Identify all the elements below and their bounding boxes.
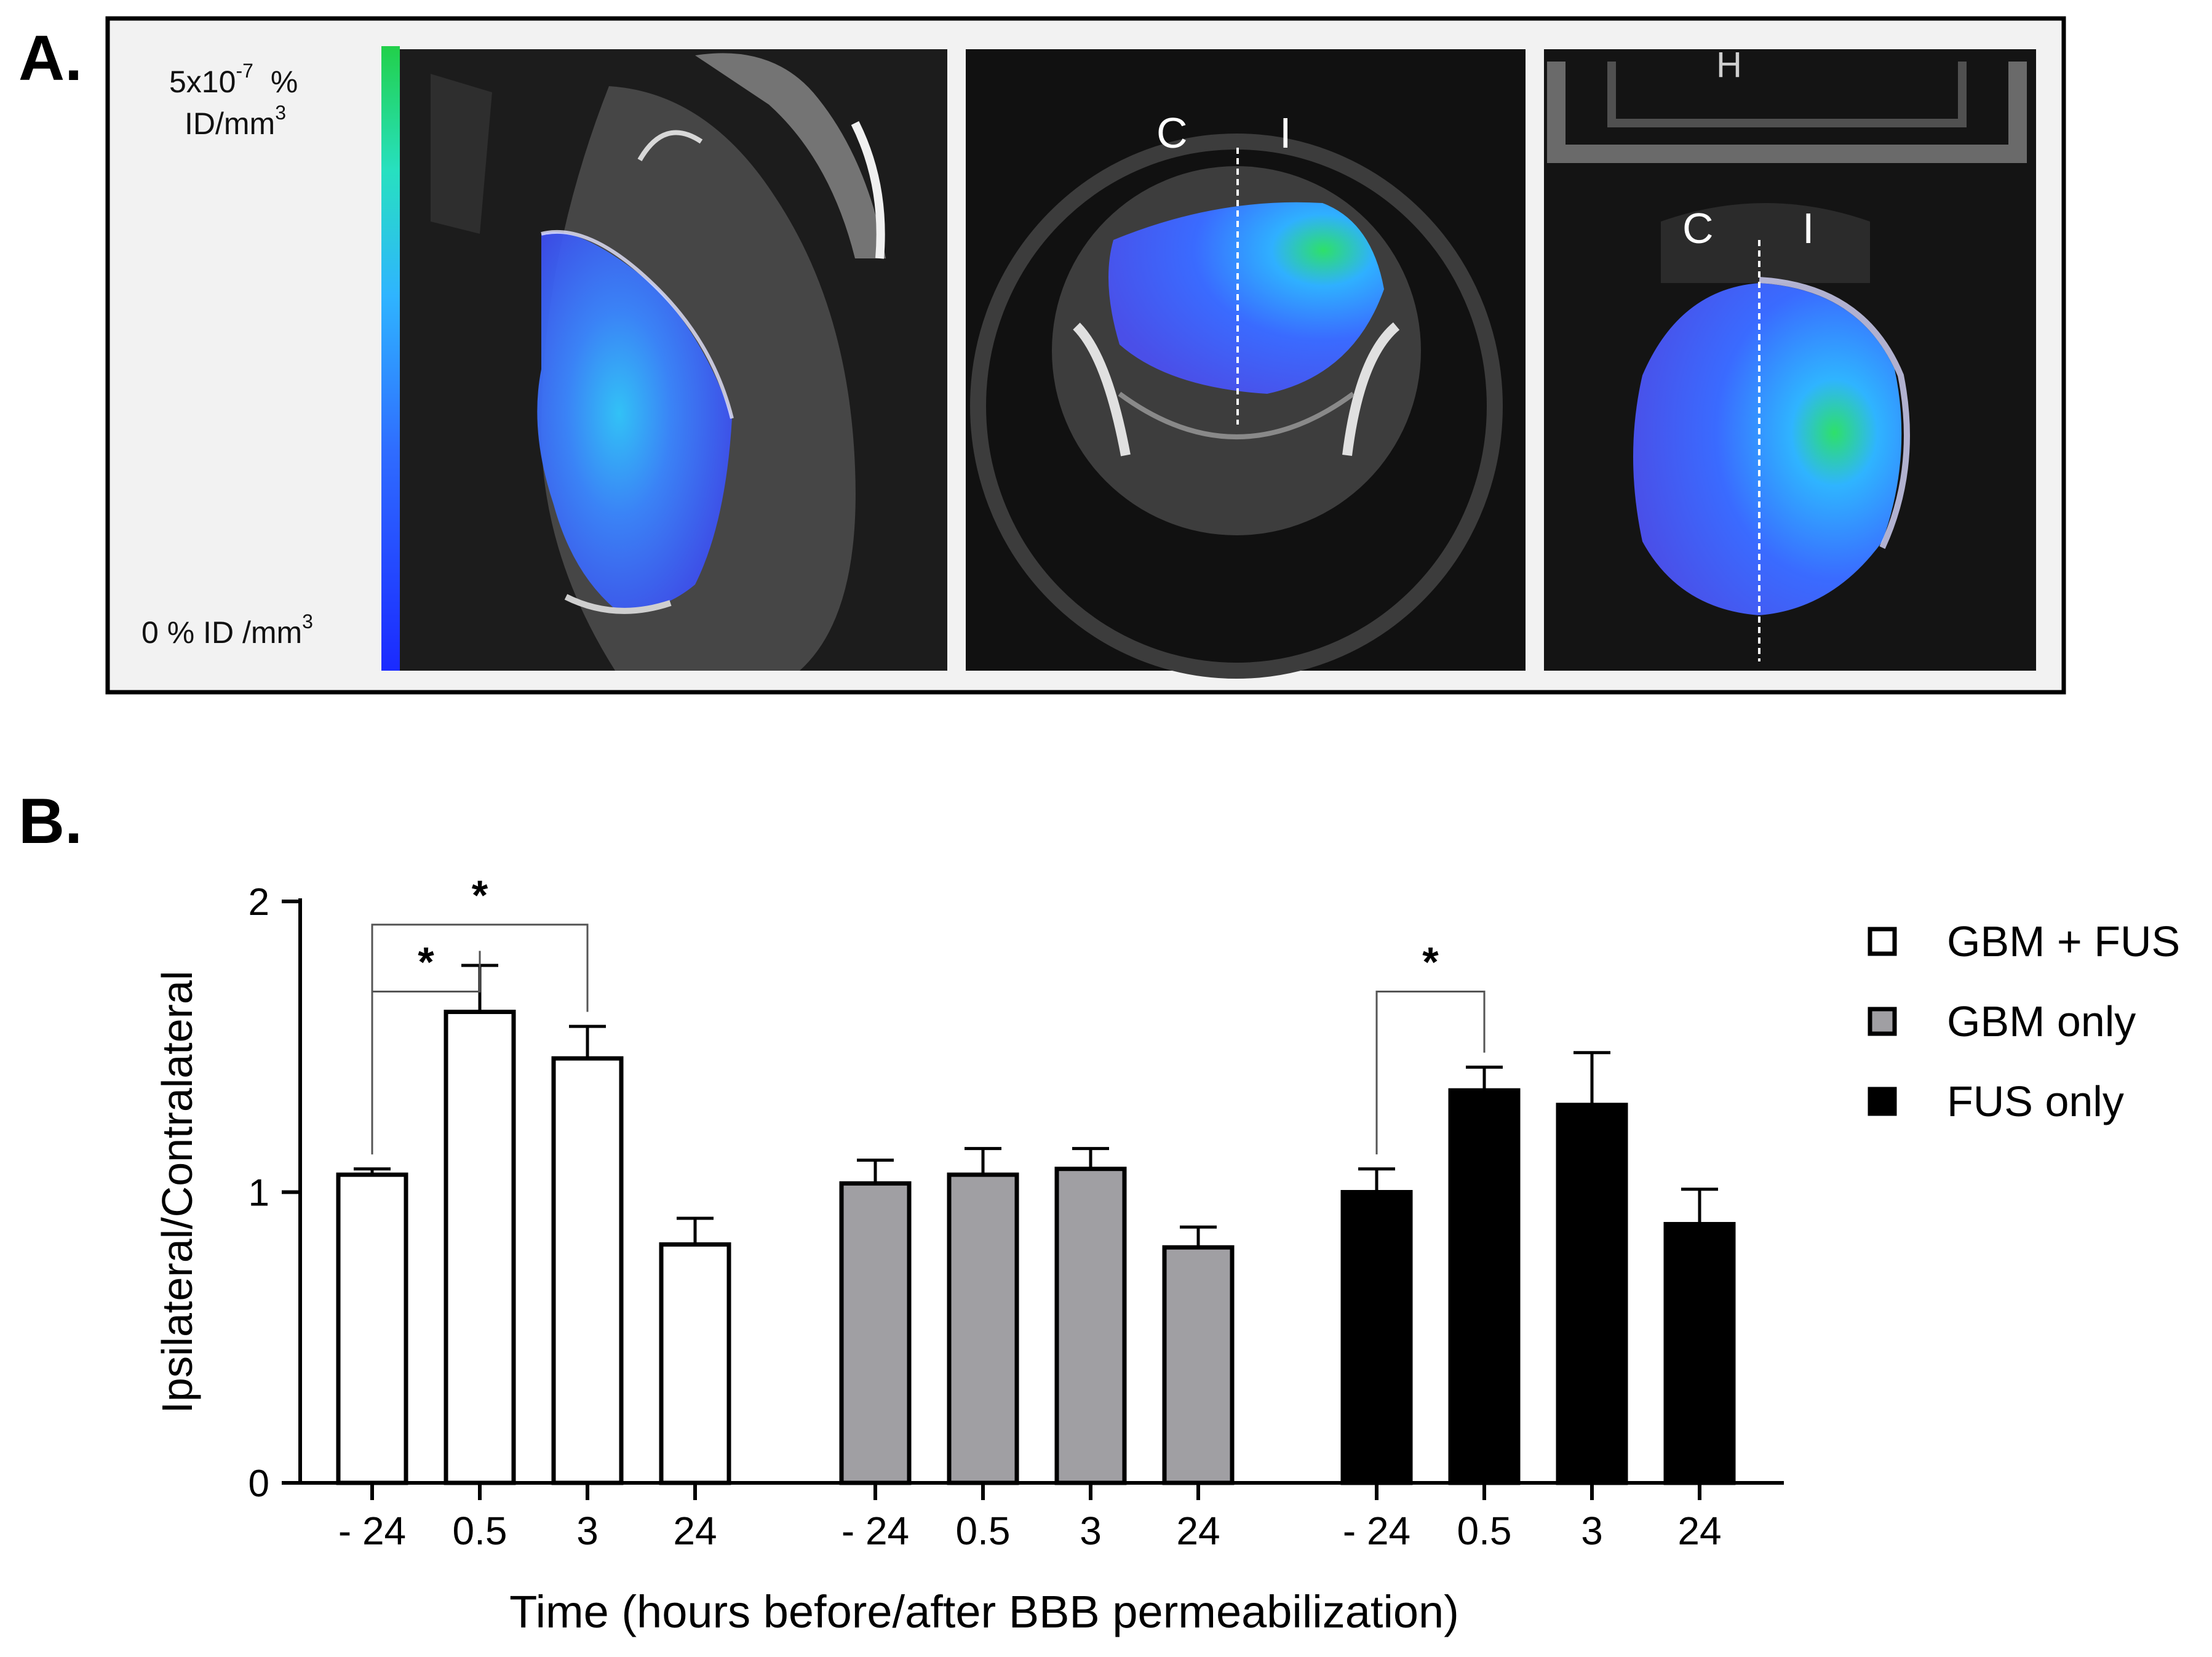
sagittal-image [400,49,947,671]
x-tick-label: 24 [673,1509,717,1553]
scale-bottom-label: 0 % ID /mm3 [141,610,313,650]
y-tick-label: 2 [249,881,269,924]
axial-image: C I [966,49,1526,679]
bar [659,1242,731,1485]
panel-a-label: A. [18,23,82,94]
x-tick-label: 3 [576,1509,599,1553]
bar [947,1172,1019,1485]
significance-star: * [472,872,488,919]
x-axis-label: Time (hours before/after BBB permeabiliz… [509,1586,1459,1637]
significance-bracket [1375,990,1486,1155]
bar [336,1172,408,1485]
y-tick-label: 0 [249,1463,269,1505]
x-tick-label: 0.5 [453,1509,507,1553]
legend-label: GBM + FUS [1947,917,2180,965]
x-tick-label: 24 [1677,1509,1721,1553]
x-tick-label: 0.5 [956,1509,1011,1553]
colorbar [381,46,400,671]
significance-star: * [418,938,434,985]
legend-swatch [1868,927,1897,956]
x-tick-label: - 24 [841,1509,909,1553]
legend-swatch [1868,1007,1897,1036]
legend-label: GBM only [1947,997,2136,1045]
bar [1663,1221,1736,1485]
coronal-top-label: H [1716,45,1742,85]
bar [1054,1167,1127,1485]
bar-chart: 0 1 2 Ipsilateral/Contralateral - 24 0.5 3 24 - … [153,872,2180,1637]
axial-contra-label: C [1156,109,1188,157]
x-tick-label: 3 [1581,1509,1603,1553]
x-tick-label: - 24 [338,1509,406,1553]
axial-ipsi-label: I [1279,109,1291,157]
bar [1340,1190,1413,1485]
bar [839,1181,912,1485]
y-axis-label: Ipsilateral/Contralateral [153,971,201,1414]
y-tick-label: 1 [249,1172,269,1215]
legend-swatch [1868,1087,1897,1116]
coronal-contra-label: C [1682,204,1714,252]
scale-top-label-line2: ID/mm3 [185,102,286,141]
panel-b-label: B. [18,786,82,857]
legend-label: FUS only [1947,1077,2124,1125]
x-tick-label: 0.5 [1457,1509,1512,1553]
x-tick-label: 24 [1176,1509,1220,1553]
bar [1448,1088,1521,1485]
bar [1162,1245,1235,1485]
scale-top-label: 5x10-7% [169,60,298,99]
coronal-ipsi-label: I [1802,204,1814,252]
bar [1556,1103,1628,1485]
significance-star: * [1422,938,1439,985]
bar [444,1010,516,1485]
bar [551,1056,624,1485]
coronal-image: H C I [1544,45,2036,671]
significance-bracket [371,951,481,1155]
x-tick-label: - 24 [1343,1509,1410,1553]
x-tick-label: 3 [1080,1509,1102,1553]
